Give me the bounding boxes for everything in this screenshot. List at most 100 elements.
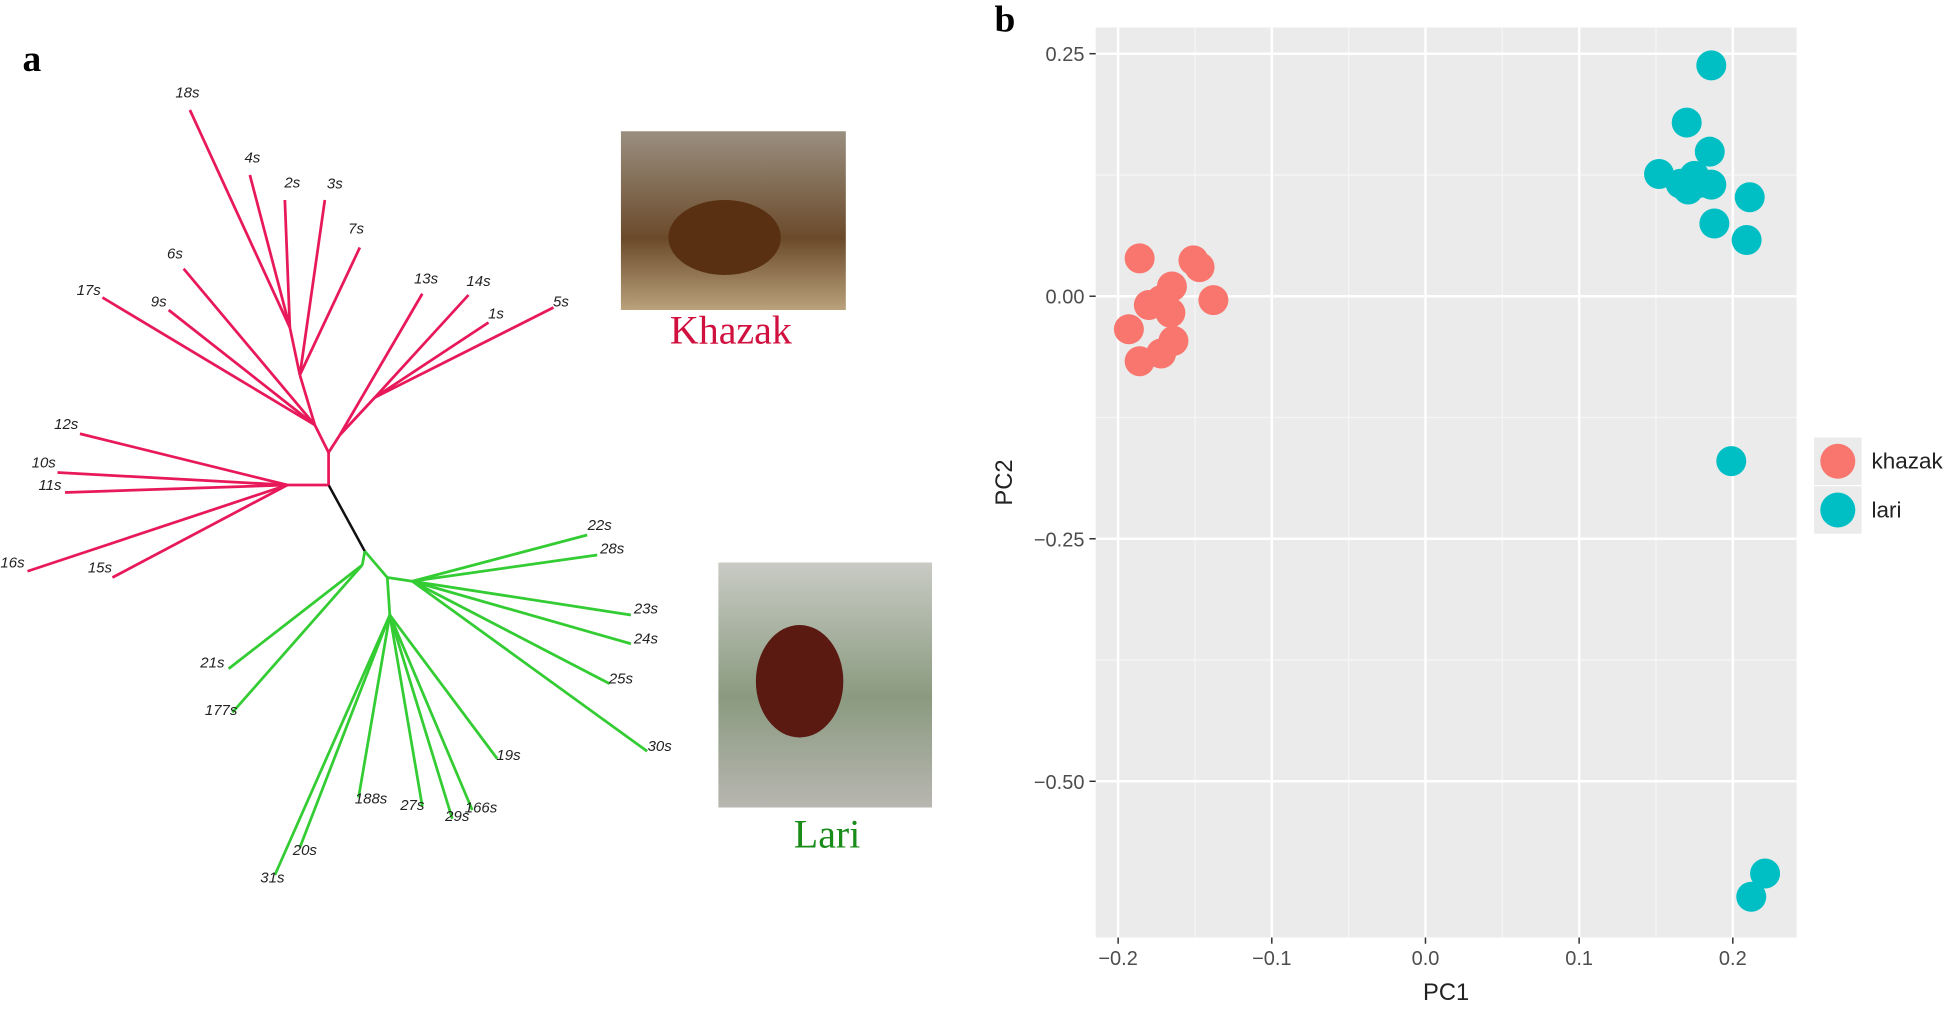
panel-label: a <box>22 39 41 80</box>
x-tick-label: 0.2 <box>1719 948 1747 970</box>
tree-branch <box>298 246 362 376</box>
leaf-label: 22s <box>587 517 613 534</box>
tree-branch <box>167 308 316 427</box>
tree-branch <box>388 614 499 760</box>
legend-label: khazak <box>1872 449 1944 474</box>
leaf-label: 17s <box>77 282 102 299</box>
y-tick-label: 0.25 <box>1046 44 1085 66</box>
tree-branch <box>357 614 392 798</box>
tree-branch <box>298 199 327 376</box>
y-tick-label: 0.00 <box>1046 287 1085 309</box>
leaf-label: 21s <box>199 654 225 671</box>
tree-branch <box>338 396 376 436</box>
tree-branch <box>283 199 292 328</box>
photo-detail <box>668 200 781 275</box>
tree-branch <box>101 296 316 427</box>
leaf-label: 9s <box>151 293 167 310</box>
leaf-label: 25s <box>608 671 634 688</box>
point <box>1694 136 1725 167</box>
leaf-label: 29s <box>444 808 470 825</box>
point <box>1731 224 1762 255</box>
leaf-label: 15s <box>88 559 113 576</box>
tree-branch <box>288 327 302 376</box>
photo-detail <box>755 625 844 738</box>
leaf-label: 188s <box>355 791 388 808</box>
y-axis-title: PC2 <box>992 459 1018 505</box>
leaf-label: 20s <box>292 842 318 859</box>
x-axis-title: PC1 <box>1423 980 1469 1006</box>
tree-branch <box>182 267 316 426</box>
point <box>1124 346 1155 377</box>
leaf-label: 19s <box>496 747 521 764</box>
leaf-label: 1s <box>488 306 504 323</box>
point <box>1184 252 1215 283</box>
group-caption: Khazak <box>670 308 792 353</box>
tree-branch <box>385 577 392 616</box>
leaf-label: 18s <box>175 84 200 101</box>
leaf-label: 3s <box>327 176 343 193</box>
tree-root-edge <box>327 484 366 552</box>
tree-branch <box>248 174 292 328</box>
tree-branch <box>327 434 341 454</box>
tree-branch <box>79 432 288 487</box>
point <box>1113 314 1144 345</box>
tree-branch <box>360 551 367 566</box>
tree-branch <box>411 580 611 685</box>
tree-branch <box>64 483 288 494</box>
legend-label: lari <box>1872 497 1902 522</box>
leaf-label: 14s <box>466 273 491 290</box>
tree-branch <box>27 483 288 573</box>
leaf-label: 10s <box>32 454 57 471</box>
x-tick-label: 0.1 <box>1565 948 1593 970</box>
tree-branch <box>313 424 330 454</box>
tree-branch <box>374 321 490 399</box>
leaf-label: 11s <box>38 477 62 494</box>
tree-branch <box>388 614 424 807</box>
point <box>1696 169 1727 200</box>
point <box>1699 208 1730 239</box>
tree-branch <box>412 579 632 617</box>
panel-label: b <box>994 0 1015 40</box>
leaf-label: 27s <box>399 797 425 814</box>
y-tick-label: −0.25 <box>1034 529 1085 551</box>
point <box>1671 107 1702 138</box>
leaf-label: 13s <box>414 271 439 288</box>
tree-branch <box>298 374 317 426</box>
legend-swatch <box>1820 443 1856 479</box>
leaf-label: 4s <box>244 149 260 166</box>
leaf-label: 7s <box>348 221 364 238</box>
point <box>1124 243 1155 274</box>
x-tick-label: 0.0 <box>1412 948 1440 970</box>
tree-branch <box>373 294 470 399</box>
tree-branch <box>388 614 474 811</box>
tree-branch <box>273 614 392 876</box>
tree-branch <box>388 614 454 820</box>
tree-branch <box>111 483 288 579</box>
x-tick-label: −0.1 <box>1252 948 1291 970</box>
leaf-label: 24s <box>633 631 659 648</box>
leaf-label: 30s <box>648 738 673 755</box>
leaf-label: 16s <box>0 554 25 571</box>
leaf-label: 28s <box>599 541 625 558</box>
point <box>1734 182 1765 213</box>
tree-branch <box>412 553 598 583</box>
tree-branch <box>338 293 424 436</box>
point <box>1736 881 1767 912</box>
legend-swatch <box>1820 492 1856 528</box>
tree-branch <box>411 579 632 646</box>
tree-branch <box>298 614 392 848</box>
leaf-label: 31s <box>260 869 285 886</box>
point <box>1155 297 1186 328</box>
leaf-label: 2s <box>283 174 300 191</box>
tree-branch <box>231 564 364 714</box>
leaf-label: 6s <box>167 246 183 263</box>
leaf-label: 23s <box>633 601 659 618</box>
y-tick-label: −0.50 <box>1034 772 1085 794</box>
leaf-label: 166s <box>465 799 498 816</box>
tree-branch <box>411 580 648 753</box>
tree-branch <box>227 563 364 670</box>
tree-branch <box>411 533 588 583</box>
tree-branch <box>387 576 413 583</box>
